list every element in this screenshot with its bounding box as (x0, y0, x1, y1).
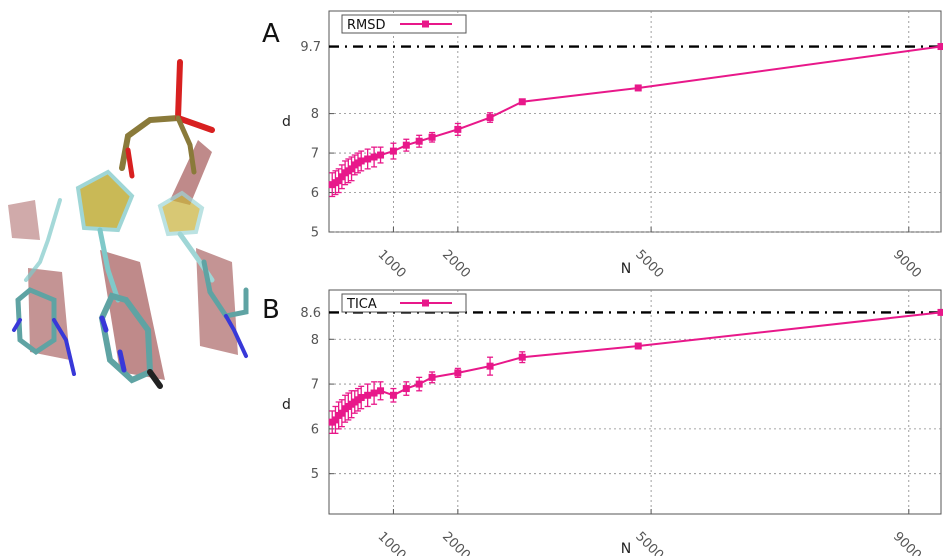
plot-frame-b (328, 289, 942, 515)
series-tica (328, 308, 943, 435)
y-ticks-b: 5 6 7 8 (311, 333, 334, 482)
grid-b (329, 290, 941, 514)
molecule-ring-plane (170, 140, 212, 205)
x-tick-label: 9000 (890, 247, 924, 281)
legend-marker-tica (422, 299, 429, 307)
chart-panel-a: A 9.7 5 6 7 8 1000 2000 5000 9000 d N RMSD (262, 10, 943, 281)
data-point (402, 141, 410, 149)
data-point (364, 155, 372, 163)
molecule-bonds (12, 59, 249, 389)
x-tick-label: 5000 (632, 247, 666, 281)
x-ticks-a: 1000 2000 5000 9000 (375, 227, 924, 281)
data-point (454, 369, 462, 377)
molecule-ring-plane (8, 200, 40, 240)
legend-label-tica: TICA (346, 297, 377, 312)
panel-label-b: B (262, 295, 280, 325)
data-point (486, 114, 494, 122)
legend-label-rmsd: RMSD (347, 18, 386, 33)
data-point (428, 133, 436, 141)
legend-marker-rmsd (422, 20, 429, 28)
data-point (357, 157, 365, 165)
data-point (402, 385, 410, 393)
x-axis-label-b: N (621, 541, 631, 556)
data-point (377, 387, 385, 395)
molecule-sugar-ring (157, 190, 205, 237)
chart-panel-b: B 8.6 5 6 7 8 1000 2000 5000 9000 d N TICA (262, 289, 943, 556)
data-point (370, 389, 378, 397)
data-point (370, 153, 378, 161)
data-point (389, 391, 397, 399)
y-tick-label: 6 (311, 422, 319, 437)
y-axis-label-a: d (282, 114, 291, 130)
molecule-illustration (8, 59, 249, 389)
grid-a (329, 11, 941, 233)
y-tick-label: 5 (311, 467, 319, 482)
data-point (415, 137, 423, 145)
data-point (331, 416, 339, 424)
data-point (377, 151, 385, 159)
legend-b: TICA (341, 293, 467, 313)
data-point (634, 84, 642, 92)
series-rmsd (328, 43, 943, 198)
x-tick-label: 2000 (439, 247, 473, 281)
data-point (338, 173, 346, 181)
data-point (634, 342, 642, 350)
x-tick-label: 5000 (632, 529, 666, 556)
data-point (454, 125, 462, 133)
data-point (357, 394, 365, 402)
data-point (937, 308, 943, 316)
data-point (428, 373, 436, 381)
data-point (338, 409, 346, 417)
y-tick-label: 7 (311, 378, 319, 393)
y-axis-label-b: d (282, 397, 291, 413)
y-ticks-a: 5 6 7 8 (311, 107, 334, 241)
y-tick-label: 8 (311, 107, 319, 122)
series-line (331, 311, 942, 423)
y-tick-label: 6 (311, 186, 319, 201)
x-ticks-b: 1000 2000 5000 9000 (375, 509, 924, 556)
data-point (348, 165, 356, 173)
plot-frame-a (328, 10, 942, 233)
data-point (518, 353, 526, 361)
data-point (937, 43, 943, 51)
x-axis-label-a: N (621, 261, 631, 277)
molecule-sugar-ring (75, 169, 135, 233)
y-tick-label: 5 (311, 226, 319, 241)
x-tick-label: 1000 (375, 529, 409, 556)
reference-line-a: 9.7 (300, 40, 941, 55)
data-point (335, 177, 343, 185)
y-tick-label: 8 (311, 333, 319, 348)
series-line (331, 45, 942, 186)
panel-label-a: A (262, 19, 280, 49)
x-tick-label: 9000 (890, 529, 924, 556)
y-tick-label: 7 (311, 147, 319, 162)
legend-a: RMSD (341, 14, 467, 34)
reference-line-label: 9.7 (300, 40, 321, 55)
data-point (389, 147, 397, 155)
data-point (486, 362, 494, 370)
data-point (364, 391, 372, 399)
reference-line-label: 8.6 (300, 306, 321, 321)
x-tick-label: 2000 (439, 529, 473, 556)
data-point (415, 380, 423, 388)
x-tick-label: 1000 (375, 247, 409, 281)
data-point (518, 98, 526, 106)
